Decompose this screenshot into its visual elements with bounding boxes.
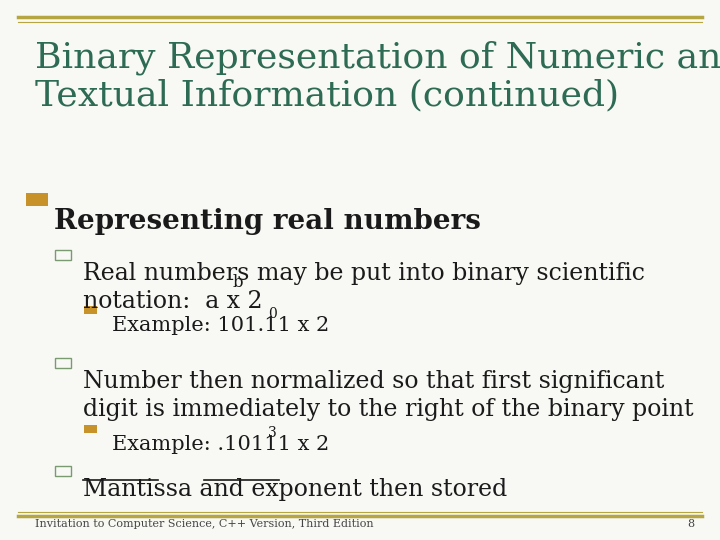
Text: Textual Information (continued): Textual Information (continued) [35,78,618,112]
Bar [55,359,71,368]
Text: Representing real numbers: Representing real numbers [54,208,481,235]
Text: Mantissa and exponent then stored: Mantissa and exponent then stored [83,478,507,501]
Text: 0: 0 [269,307,277,321]
Text: Real numbers may be put into binary scientific
notation:  a x 2: Real numbers may be put into binary scie… [83,262,644,313]
Bar [84,306,97,314]
Text: 8: 8 [688,519,695,530]
Bar [55,467,71,476]
Text: b: b [233,274,243,291]
Text: 3: 3 [269,426,277,440]
Text: Number then normalized so that first significant
digit is immediately to the rig: Number then normalized so that first sig… [83,370,693,421]
Bar [26,193,48,206]
Bar [55,251,71,260]
Bar [84,425,97,433]
Text: Example: .10111 x 2: Example: .10111 x 2 [112,435,329,454]
Text: Example: 101.11 x 2: Example: 101.11 x 2 [112,316,329,335]
Text: Binary Representation of Numeric and: Binary Representation of Numeric and [35,40,720,75]
Text: Invitation to Computer Science, C++ Version, Third Edition: Invitation to Computer Science, C++ Vers… [35,519,373,530]
